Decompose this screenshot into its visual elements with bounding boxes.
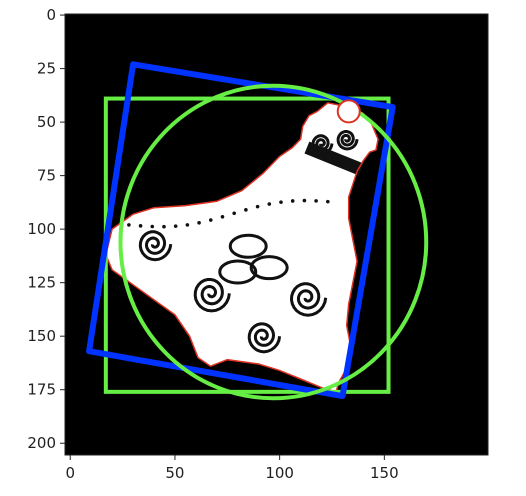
x-tick-label: 0: [65, 464, 75, 482]
y-tick-label: 75: [37, 167, 56, 185]
triquetra-loop: [228, 233, 268, 259]
x-tick-label: 50: [165, 464, 184, 482]
x-tick-label: 150: [370, 464, 399, 482]
y-axis: 0 25 50 75 100 125 150 175 200: [27, 6, 65, 452]
overlay-layer: [86, 61, 429, 401]
engraving-dot: [185, 223, 190, 227]
pendant-body: [105, 102, 379, 392]
y-tick-label: 50: [37, 113, 56, 131]
engraving-dot: [162, 224, 166, 229]
x-tick-label: 100: [265, 464, 294, 482]
engraving-dot: [244, 208, 248, 212]
image-layer: [105, 101, 379, 393]
triquetra-loop: [218, 259, 258, 285]
engraving-dot: [127, 223, 131, 227]
engraving-dot: [314, 199, 318, 203]
triquetra-loop: [249, 255, 289, 281]
engraving-dot: [197, 220, 201, 225]
pendant-contour: [105, 101, 379, 393]
y-tick-label: 0: [46, 6, 56, 24]
spiral-engraving: [247, 322, 282, 354]
extreme-point-marker: [336, 99, 361, 124]
axes-frame: [64, 13, 489, 456]
engraving-dot: [326, 199, 330, 204]
y-tick-label: 175: [27, 381, 56, 399]
engraving-dot: [232, 211, 236, 216]
x-axis: 0 50 100 150: [65, 455, 399, 482]
engraving-dot: [302, 198, 307, 203]
engraving-dot: [220, 215, 225, 219]
y-tick-label: 150: [27, 327, 56, 345]
engraving-dot: [150, 224, 155, 229]
knot-engraving: [138, 130, 359, 354]
engraving-dot: [255, 204, 260, 209]
engraving-dot: [173, 224, 178, 228]
engraving-dot: [290, 199, 295, 203]
engraving-dot: [267, 202, 272, 206]
y-tick-label: 25: [37, 60, 56, 78]
y-tick-label: 100: [27, 220, 56, 238]
spiral-engraving: [336, 130, 359, 151]
min-enclosing-circle: [118, 83, 429, 401]
engraving-dot: [279, 200, 283, 204]
spiral-engraving: [289, 282, 328, 317]
y-tick-label: 125: [27, 274, 56, 292]
rotated-bounding-box: [86, 61, 396, 400]
engraving-dot: [138, 224, 143, 228]
dotted-border: [127, 198, 330, 229]
y-tick-label: 200: [27, 434, 56, 452]
spiral-engraving: [193, 278, 231, 313]
engraving-dot: [208, 218, 213, 222]
neck-band: [304, 141, 364, 176]
spiral-engraving: [138, 230, 173, 262]
